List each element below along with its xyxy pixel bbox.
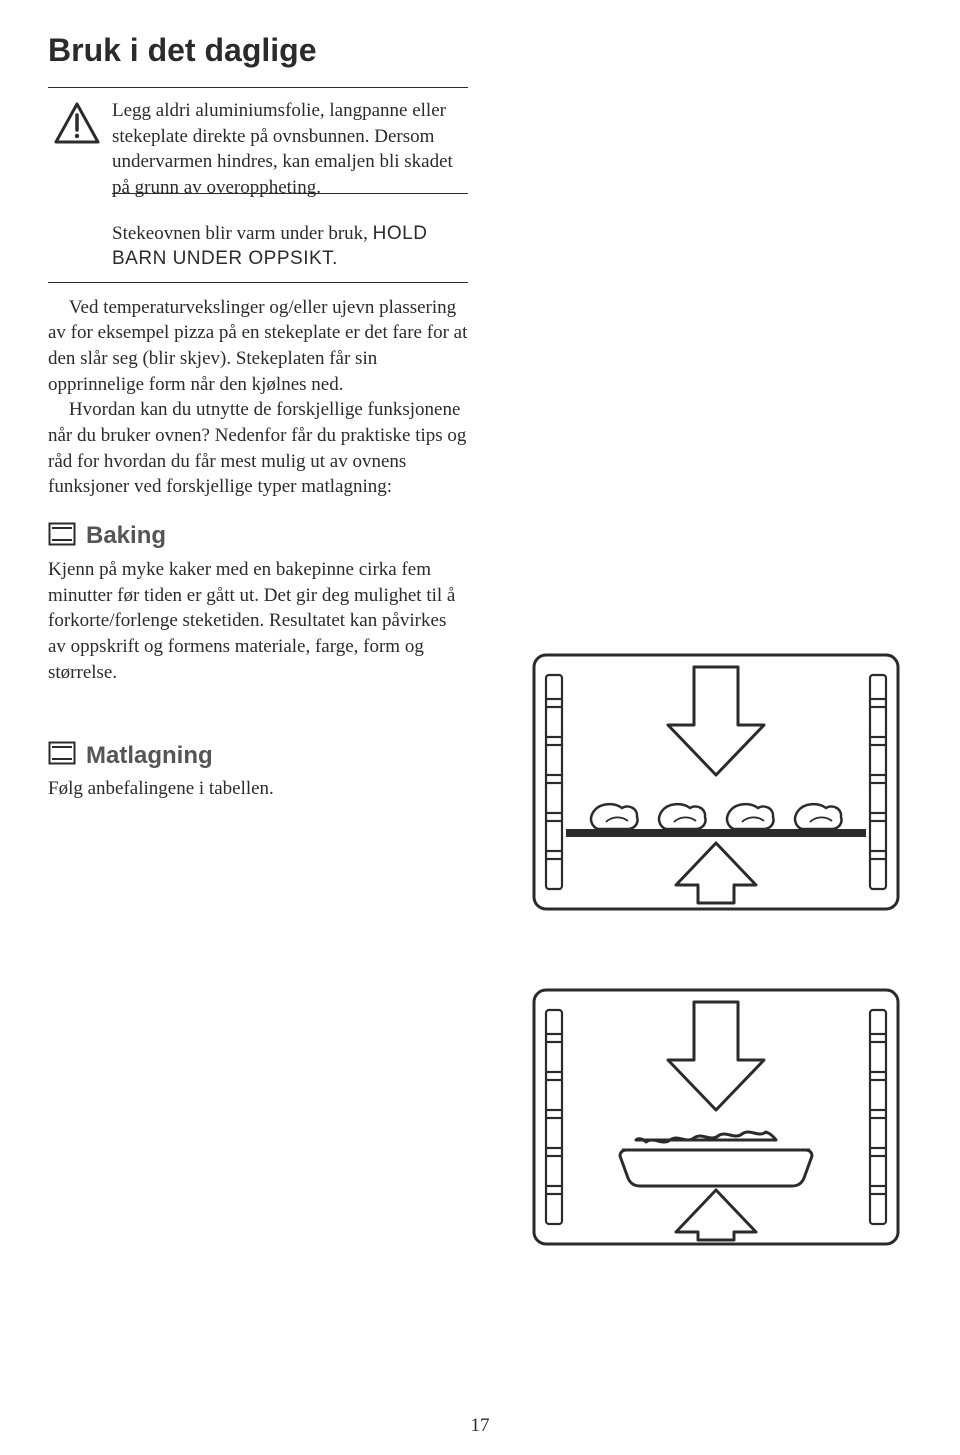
left-column: Legg aldri aluminiumsfolie, langpanne el… bbox=[48, 87, 468, 802]
right-column bbox=[516, 87, 912, 1257]
oven-diagram-matlagning bbox=[526, 982, 906, 1257]
page-number: 17 bbox=[0, 1415, 960, 1437]
content-columns: Legg aldri aluminiumsfolie, langpanne el… bbox=[48, 87, 912, 1257]
warning-paragraph-2: Stekeovnen blir varm under bruk, HOLD BA… bbox=[112, 211, 468, 272]
section-matlagning-title: Matlagning bbox=[86, 742, 213, 770]
page-title: Bruk i det daglige bbox=[48, 32, 912, 69]
oven-diagram-baking bbox=[526, 647, 906, 922]
warning-box: Legg aldri aluminiumsfolie, langpanne el… bbox=[48, 87, 468, 283]
body-paragraph-1: Ved temperaturvekslinger og/eller ujevn … bbox=[48, 295, 468, 398]
warning-paragraph-1: Legg aldri aluminiumsfolie, langpanne el… bbox=[112, 98, 468, 211]
warning-p2-pre: Stekeovnen blir varm under bruk, bbox=[112, 223, 373, 244]
oven-mode-icon bbox=[48, 522, 76, 551]
warning-icon bbox=[54, 102, 100, 149]
section-baking-body: Kjenn på myke kaker med en bakepinne cir… bbox=[48, 557, 468, 685]
oven-mode-icon bbox=[48, 741, 76, 770]
section-baking-title: Baking bbox=[86, 522, 166, 550]
body-paragraph-2: Hvordan kan du utnytte de forskjellige f… bbox=[48, 397, 468, 500]
section-matlagning-body: Følg anbefalingene i tabellen. bbox=[48, 776, 468, 802]
section-matlagning-header: Matlagning bbox=[48, 741, 468, 770]
section-baking-header: Baking bbox=[48, 522, 468, 551]
